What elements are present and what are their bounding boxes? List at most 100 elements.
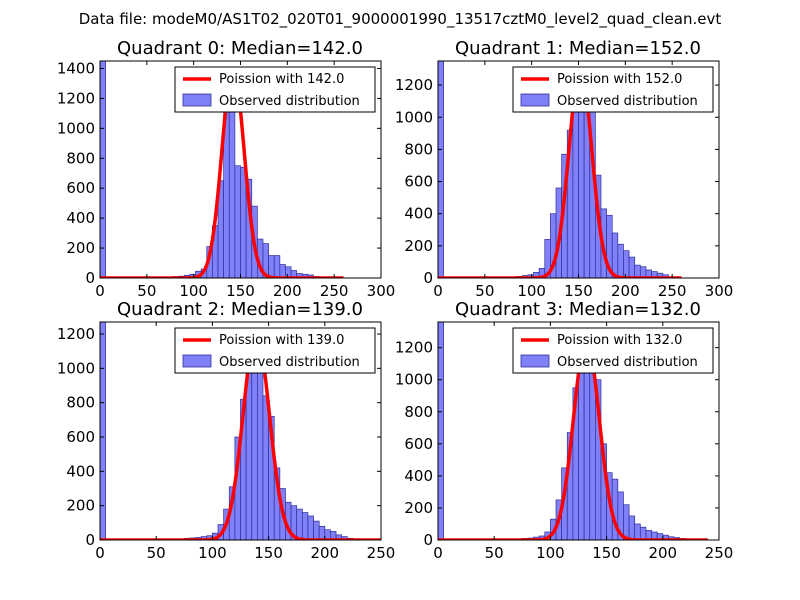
x-tick-label: 100	[517, 282, 546, 300]
legend-label-observed: Observed distribution	[219, 94, 360, 109]
hist-bar	[617, 243, 624, 278]
y-tick-label: 1200	[57, 89, 95, 107]
x-tick-label: 300	[705, 282, 734, 300]
plot-marks	[100, 61, 345, 278]
legend-bar-swatch	[182, 93, 212, 107]
x-tick-label: 200	[648, 544, 677, 562]
hist-bar	[262, 395, 269, 540]
y-tick-label: 800	[66, 394, 95, 412]
y-tick-label: 0	[423, 531, 433, 549]
panel-quadrant-3: Quadrant 3: Median=132.0 0 50 100 150 200 250…	[395, 299, 734, 562]
hist-bar	[279, 264, 286, 278]
hist-bar	[628, 256, 636, 278]
hist-bar	[301, 512, 309, 540]
x-tick-label: 150	[592, 544, 621, 562]
hist-bar	[234, 165, 241, 278]
hist-bar	[634, 523, 641, 540]
y-tick-label: 600	[404, 173, 433, 191]
legend-bar-swatch	[520, 93, 550, 107]
plot-area: 0 50 100 150 200 250 0 200 400 600 800 1000 1200 Pois…	[57, 321, 396, 562]
hist-bar	[273, 255, 281, 278]
figure-suptitle: Data file: modeM0/AS1T02_020T01_90000019…	[79, 10, 722, 29]
hist-bar	[228, 98, 236, 278]
plot-marks	[100, 322, 381, 540]
y-tick-label: 800	[404, 140, 433, 158]
hist-bar	[307, 515, 314, 540]
hist-bar	[318, 525, 326, 540]
y-tick-label: 400	[66, 462, 95, 480]
x-tick-label: 250	[320, 282, 349, 300]
y-tick-label: 0	[85, 531, 95, 549]
hist-bar	[313, 520, 320, 540]
x-tick-label: 50	[475, 282, 494, 300]
y-tick-label: 600	[404, 435, 433, 453]
hist-bar	[628, 515, 636, 540]
hist-bar	[240, 166, 247, 278]
x-tick-label: 150	[254, 544, 283, 562]
legend: Poission with 152.0 Observed distribution	[512, 66, 714, 113]
y-tick-label: 1000	[395, 371, 433, 389]
hist-bar	[438, 61, 444, 278]
x-tick-label: 50	[147, 544, 166, 562]
axes-frame	[437, 321, 720, 541]
panel-quadrant-0: Quadrant 0: Median=142.0 0 50 100 150 200 250…	[57, 38, 396, 300]
hist-bar	[611, 232, 619, 278]
x-tick-label: 0	[95, 282, 105, 300]
panel-title: Quadrant 2: Median=139.0	[117, 299, 363, 320]
x-tick-label: 250	[367, 544, 396, 562]
x-tick-label: 50	[137, 282, 156, 300]
legend-label-observed: Observed distribution	[219, 355, 360, 370]
y-tick-label: 200	[404, 499, 433, 517]
legend: Poission with 139.0 Observed distribution	[174, 327, 376, 374]
hist-bar	[572, 108, 579, 278]
panel-title: Quadrant 3: Median=132.0	[455, 299, 701, 320]
x-tick-label: 150	[226, 282, 255, 300]
y-tick-label: 1400	[57, 59, 95, 77]
poisson-curve	[438, 67, 683, 278]
legend: Poission with 132.0 Observed distribution	[512, 327, 714, 374]
poisson-curve	[100, 332, 381, 540]
legend-bar-swatch	[520, 354, 550, 368]
y-tick-label: 200	[404, 237, 433, 255]
plot-area: 0 50 100 150 200 250 300 0 200 400 600 800 1000 1200 P…	[395, 60, 734, 300]
y-tick-label: 200	[66, 497, 95, 515]
x-tick-label: 150	[564, 282, 593, 300]
legend-label-poisson: Poission with 132.0	[557, 333, 682, 348]
legend: Poission with 142.0 Observed distribution	[174, 66, 376, 113]
panel-quadrant-1: Quadrant 1: Median=152.0 0 50 100 150 200 250…	[395, 38, 734, 300]
y-tick-label: 1000	[57, 119, 95, 137]
hist-bar	[268, 255, 275, 278]
hist-bar	[623, 250, 630, 278]
hist-bar	[100, 61, 106, 278]
y-tick-label: 400	[404, 205, 433, 223]
panel-title: Quadrant 1: Median=152.0	[455, 38, 701, 59]
x-tick-label: 200	[273, 282, 302, 300]
plot-area: 0 50 100 150 200 250 300 0 200 400 600 800 1000 1200 1…	[57, 59, 396, 300]
hist-bar	[100, 322, 106, 540]
legend-label-poisson: Poission with 152.0	[557, 72, 682, 87]
hist-bar	[639, 526, 647, 540]
y-tick-label: 1200	[395, 339, 433, 357]
y-tick-label: 1200	[57, 325, 95, 343]
y-tick-label: 600	[66, 428, 95, 446]
plot-area: 0 50 100 150 200 250 0 200 400 600 800 1000 1200 Pois…	[395, 321, 734, 562]
legend-bar-swatch	[182, 354, 212, 368]
x-tick-label: 0	[433, 544, 443, 562]
y-tick-label: 1000	[57, 359, 95, 377]
y-tick-label: 200	[66, 239, 95, 257]
x-tick-label: 0	[95, 544, 105, 562]
y-tick-label: 1000	[395, 108, 433, 126]
x-tick-label: 50	[485, 544, 504, 562]
x-tick-label: 300	[367, 282, 396, 300]
x-tick-label: 0	[433, 282, 443, 300]
hist-bar	[438, 322, 444, 540]
x-tick-label: 200	[310, 544, 339, 562]
x-tick-label: 100	[536, 544, 565, 562]
panel-title: Quadrant 0: Median=142.0	[117, 38, 363, 59]
plot-marks	[438, 61, 683, 278]
x-tick-label: 250	[705, 544, 734, 562]
y-tick-label: 1200	[395, 76, 433, 94]
y-tick-label: 0	[423, 269, 433, 287]
hist-bar	[296, 508, 303, 540]
legend-label-poisson: Poission with 139.0	[219, 333, 344, 348]
